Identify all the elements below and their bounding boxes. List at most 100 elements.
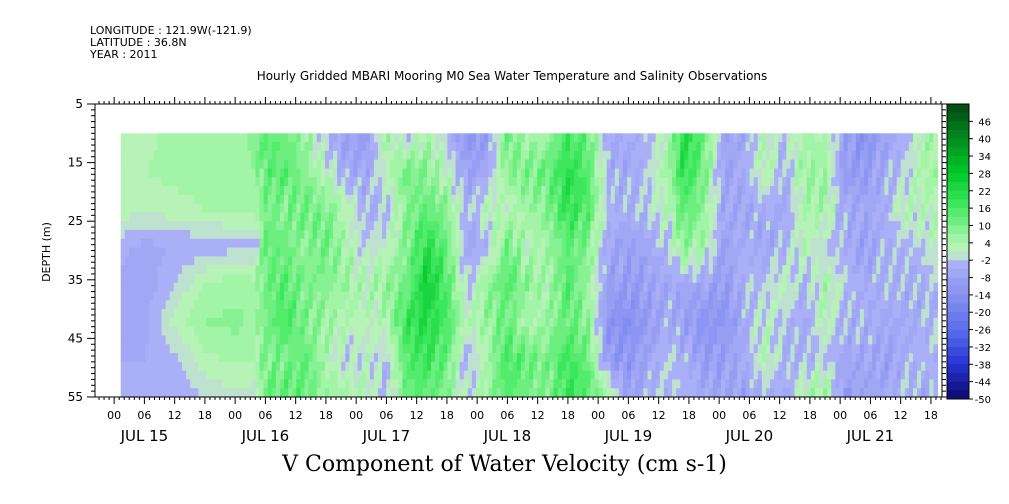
heatmap-cell <box>214 291 220 301</box>
heatmap-cell <box>741 317 747 328</box>
heatmap-cell <box>484 309 489 319</box>
heatmap-cell <box>794 388 800 398</box>
heatmap-cell <box>435 186 440 196</box>
heatmap-cell <box>688 142 694 152</box>
heatmap-cell <box>614 300 620 310</box>
heatmap-cell <box>145 353 150 363</box>
heatmap-cell <box>165 379 171 389</box>
heatmap-cell <box>741 150 747 161</box>
heatmap-cell <box>614 229 620 240</box>
heatmap-cell <box>300 238 306 249</box>
heatmap-cell <box>590 344 596 354</box>
heatmap-cell <box>247 361 252 372</box>
heatmap-cell <box>549 186 555 196</box>
heatmap-cell <box>606 177 612 187</box>
heatmap-cell <box>271 335 277 345</box>
heatmap-cell <box>614 194 620 205</box>
heatmap-cell <box>345 142 350 152</box>
heatmap-cell <box>794 168 800 178</box>
heatmap-cell <box>504 194 510 205</box>
heatmap-cell <box>206 291 212 301</box>
heatmap-cell <box>263 309 269 319</box>
heatmap-cell <box>484 186 489 196</box>
heatmap-cell <box>716 186 722 196</box>
heatmap-cell <box>541 388 547 398</box>
heatmap-cell <box>488 300 493 310</box>
heatmap-cell <box>214 142 220 152</box>
heatmap-cell <box>688 186 694 196</box>
heatmap-cell <box>569 282 575 293</box>
heatmap-cell <box>279 265 285 275</box>
heatmap-cell <box>214 353 220 363</box>
heatmap-cell <box>328 256 334 266</box>
heatmap-cell <box>361 317 367 328</box>
heatmap-cell <box>745 291 751 301</box>
heatmap-cell <box>210 370 216 381</box>
heatmap-cell <box>275 282 281 293</box>
heatmap-cell <box>504 291 510 301</box>
heatmap-cell <box>435 379 440 389</box>
heatmap-cell <box>173 133 179 143</box>
heatmap-cell <box>733 370 738 381</box>
heatmap-cell <box>643 150 649 161</box>
heatmap-cell <box>500 265 506 275</box>
heatmap-cell <box>463 256 469 266</box>
heatmap-cell <box>459 353 465 363</box>
heatmap-cell <box>541 273 547 284</box>
heatmap-cell <box>492 229 498 240</box>
heatmap-cell <box>145 203 150 214</box>
heatmap-cell <box>476 361 481 372</box>
heatmap-cell <box>761 247 767 257</box>
heatmap-cell <box>137 150 142 161</box>
heatmap-cell <box>590 326 596 337</box>
heatmap-cell <box>582 133 587 143</box>
heatmap-cell <box>639 309 645 319</box>
heatmap-cell <box>761 150 767 161</box>
heatmap-cell <box>692 203 698 214</box>
heatmap-cell <box>704 159 710 170</box>
heatmap-cell <box>153 309 159 319</box>
heatmap-cell <box>525 273 530 284</box>
heatmap-cell <box>545 353 551 363</box>
heatmap-cell <box>496 273 502 284</box>
heatmap-cell <box>741 326 747 337</box>
heatmap-cell <box>251 265 257 275</box>
heatmap-cell <box>263 150 269 161</box>
heatmap-cell <box>132 238 138 249</box>
heatmap-cell <box>508 133 514 143</box>
heatmap-cell <box>463 300 469 310</box>
heatmap-cell <box>663 256 669 266</box>
heatmap-cell <box>749 326 755 337</box>
heatmap-cell <box>684 142 689 152</box>
heatmap-cell <box>153 150 159 161</box>
heatmap-cell <box>382 370 387 381</box>
heatmap-cell <box>149 300 154 310</box>
heatmap-cell <box>659 353 665 363</box>
heatmap-cell <box>132 133 138 143</box>
heatmap-cell <box>623 159 628 170</box>
heatmap-cell <box>745 300 751 310</box>
heatmap-cell <box>235 361 240 372</box>
heatmap-cell <box>198 159 203 170</box>
heatmap-cell <box>488 353 493 363</box>
heatmap-cell <box>202 326 208 337</box>
heatmap-cell <box>382 273 387 284</box>
heatmap-cell <box>627 353 632 363</box>
heatmap-cell <box>578 353 583 363</box>
heatmap-cell <box>492 379 498 389</box>
heatmap-cell <box>190 300 195 310</box>
heatmap-cell <box>361 361 367 372</box>
heatmap-cell <box>361 142 367 152</box>
heatmap-cell <box>541 247 547 257</box>
heatmap-cell <box>275 291 281 301</box>
heatmap-cell <box>328 291 334 301</box>
heatmap-cell <box>447 238 453 249</box>
heatmap-cell <box>565 229 571 240</box>
heatmap-cell <box>471 212 477 222</box>
heatmap-cell <box>214 361 220 372</box>
heatmap-cell <box>320 335 326 345</box>
heatmap-cell <box>251 300 257 310</box>
heatmap-cell <box>320 282 326 293</box>
heatmap-cell <box>190 379 195 389</box>
heatmap-cell <box>267 177 273 187</box>
